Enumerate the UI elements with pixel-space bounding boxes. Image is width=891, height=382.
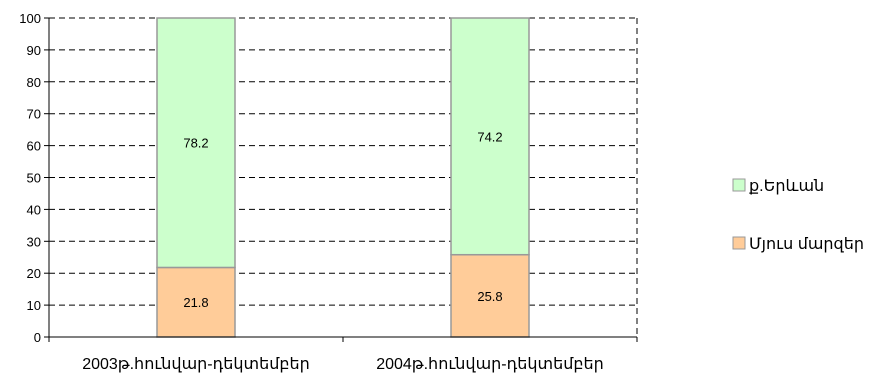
x-category-label: 2003թ.հունվար-դեկտեմբեր <box>82 356 310 373</box>
y-tick-label: 80 <box>27 75 41 90</box>
y-tick-label: 40 <box>27 202 41 217</box>
legend-swatch <box>732 236 746 250</box>
y-tick-label: 20 <box>27 266 41 281</box>
y-tick-label: 70 <box>27 107 41 122</box>
y-tick-label: 30 <box>27 234 41 249</box>
y-tick-label: 60 <box>27 139 41 154</box>
bar-value-label: 21.8 <box>183 295 208 310</box>
y-tick-label: 100 <box>19 11 41 26</box>
y-axis-ticks: 0 10 20 30 40 50 60 70 80 90 100 <box>19 11 49 345</box>
x-axis-categories: 2003թ.հունվար-դեկտեմբեր 2004թ.հունվար-դեկ… <box>48 337 638 373</box>
bar-segment <box>156 17 236 269</box>
y-tick-label: 50 <box>27 171 41 186</box>
bar-value-label: 25.8 <box>477 289 502 304</box>
y-tick-label: 10 <box>27 298 41 313</box>
bar-segment <box>450 17 530 256</box>
bar-value-label: 78.2 <box>183 136 208 151</box>
bar-value-label: 74.2 <box>477 129 502 144</box>
bars <box>156 17 530 338</box>
data-labels: 21.8 78.2 25.8 74.2 <box>183 129 502 310</box>
legend: ք.Երևան Մյուս մարզեր <box>732 178 864 253</box>
y-tick-label: 90 <box>27 43 41 58</box>
x-category-label: 2004թ.հունվար-դեկտեմբեր <box>376 356 604 373</box>
bar-segment <box>450 253 530 338</box>
y-tick-label: 0 <box>34 330 41 345</box>
legend-label: ք.Երևան <box>749 178 824 195</box>
gridlines <box>49 17 637 306</box>
bar-segment <box>156 266 236 338</box>
legend-swatch <box>732 178 746 192</box>
legend-label: Մյուս մարզեր <box>749 236 864 253</box>
